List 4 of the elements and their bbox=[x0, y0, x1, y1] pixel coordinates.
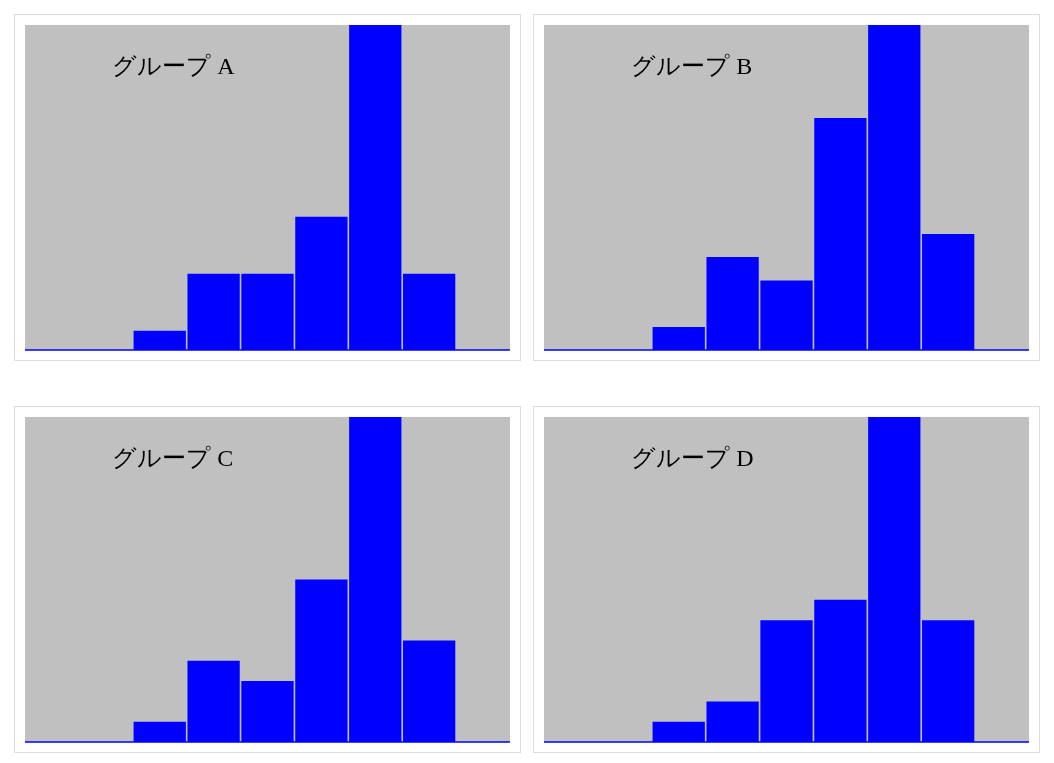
annotation: グループ A bbox=[112, 52, 236, 79]
annotation: グループ C bbox=[112, 444, 234, 471]
annotation: グループ D bbox=[631, 444, 754, 471]
annotation: グループ B bbox=[631, 52, 753, 79]
